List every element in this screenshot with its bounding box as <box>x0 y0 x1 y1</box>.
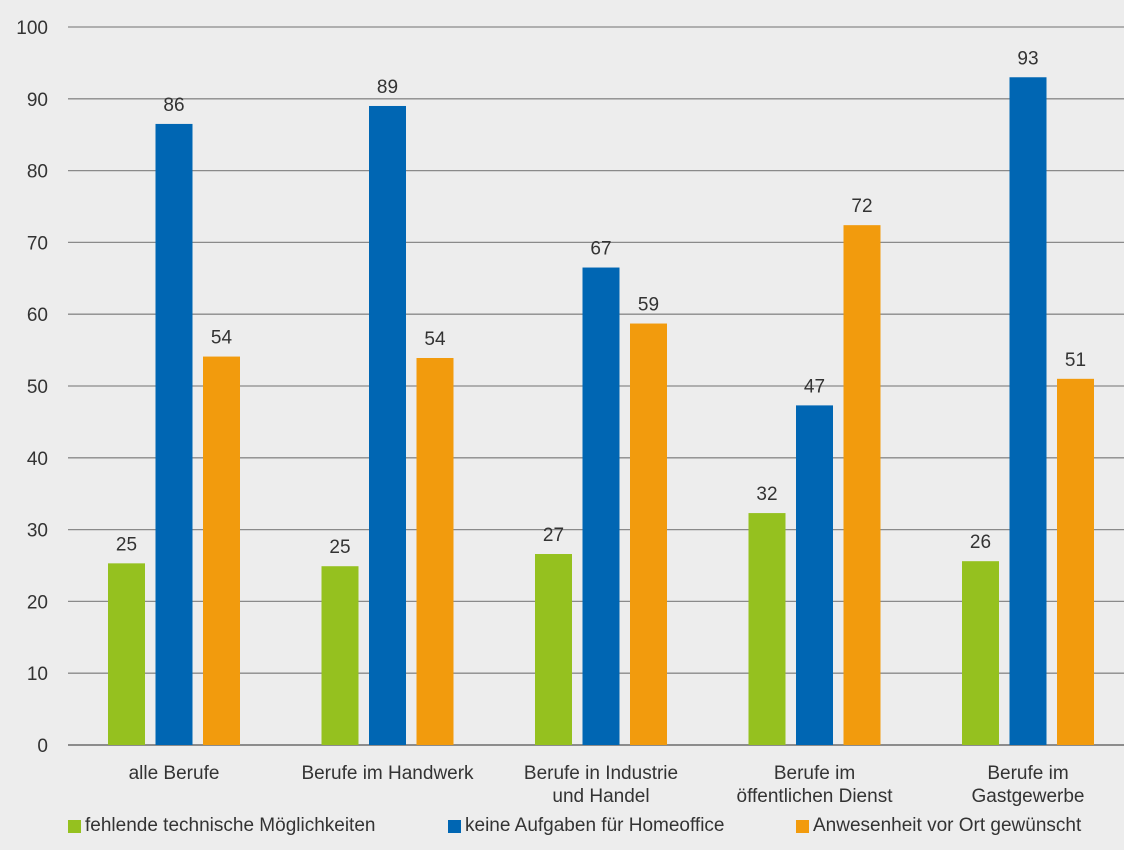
legend-item-fehlende-technische-moeglichkeiten: fehlende technische Möglichkeiten <box>68 815 375 837</box>
bar <box>322 566 359 745</box>
data-label: 54 <box>211 328 233 349</box>
bar-chart-canvas: 0 10 20 30 40 50 60 70 80 90 100 25 25 27 32 26 86 89 67 4… <box>0 0 1124 812</box>
data-label: 27 <box>543 525 564 546</box>
data-label: 25 <box>329 537 350 558</box>
legend-swatch-blue <box>448 820 461 833</box>
x-axis-ticks: alle Berufe Berufe im Handwerk Berufe in I… <box>129 763 1085 807</box>
y-axis-ticks: 0 10 20 30 40 50 60 70 80 90 100 <box>16 18 48 757</box>
data-label: 72 <box>851 196 872 217</box>
bars <box>108 77 1094 745</box>
bar <box>108 563 145 745</box>
x-tick-label: Berufe in Industrie <box>524 763 678 784</box>
x-tick-label: alle Berufe <box>129 763 220 784</box>
bar <box>535 554 572 745</box>
bar <box>369 106 406 745</box>
legend-swatch-orange <box>796 820 809 833</box>
legend-swatch-green <box>68 820 81 833</box>
data-label: 93 <box>1017 48 1038 69</box>
data-label: 54 <box>424 329 446 350</box>
x-tick-label: und Handel <box>552 786 649 807</box>
legend-item-anwesenheit-vor-ort-gewuenscht: Anwesenheit vor Ort gewünscht <box>796 815 1081 837</box>
y-tick-label: 50 <box>27 377 48 398</box>
x-tick-label: Berufe im Handwerk <box>301 763 474 784</box>
legend: fehlende technische Möglichkeiten keine … <box>0 815 1124 845</box>
x-tick-label: Berufe im <box>987 763 1068 784</box>
bar <box>630 324 667 745</box>
bar <box>796 405 833 745</box>
y-tick-label: 80 <box>27 162 48 183</box>
bar <box>962 561 999 745</box>
data-label: 26 <box>970 532 991 553</box>
data-label: 67 <box>590 239 611 260</box>
bar <box>156 124 193 745</box>
y-tick-label: 90 <box>27 90 48 111</box>
bar <box>583 268 620 745</box>
data-label: 86 <box>163 95 184 116</box>
data-label: 32 <box>756 484 777 505</box>
data-label: 89 <box>377 77 398 98</box>
bar <box>844 225 881 745</box>
y-tick-label: 70 <box>27 233 48 254</box>
y-tick-label: 30 <box>27 521 48 542</box>
legend-label: Anwesenheit vor Ort gewünscht <box>813 815 1081 837</box>
y-tick-label: 0 <box>37 736 48 757</box>
x-tick-label: Gastgewerbe <box>971 786 1084 807</box>
legend-item-keine-aufgaben-fuer-homeoffice: keine Aufgaben für Homeoffice <box>448 815 725 837</box>
bar <box>1057 379 1094 745</box>
x-tick-label: öffentlichen Dienst <box>737 786 894 807</box>
y-tick-label: 20 <box>27 592 48 613</box>
data-label: 51 <box>1065 350 1086 371</box>
y-tick-label: 40 <box>27 449 48 470</box>
legend-label: keine Aufgaben für Homeoffice <box>465 815 725 837</box>
y-tick-label: 60 <box>27 305 48 326</box>
x-tick-label: Berufe im <box>774 763 855 784</box>
y-tick-label: 10 <box>27 664 48 685</box>
y-tick-label: 100 <box>16 18 48 39</box>
data-label: 47 <box>804 376 825 397</box>
data-label: 25 <box>116 534 137 555</box>
bar <box>417 358 454 745</box>
data-label: 59 <box>638 295 659 316</box>
bar <box>1010 77 1047 745</box>
bar <box>203 357 240 745</box>
bar <box>749 513 786 745</box>
legend-label: fehlende technische Möglichkeiten <box>85 815 375 837</box>
